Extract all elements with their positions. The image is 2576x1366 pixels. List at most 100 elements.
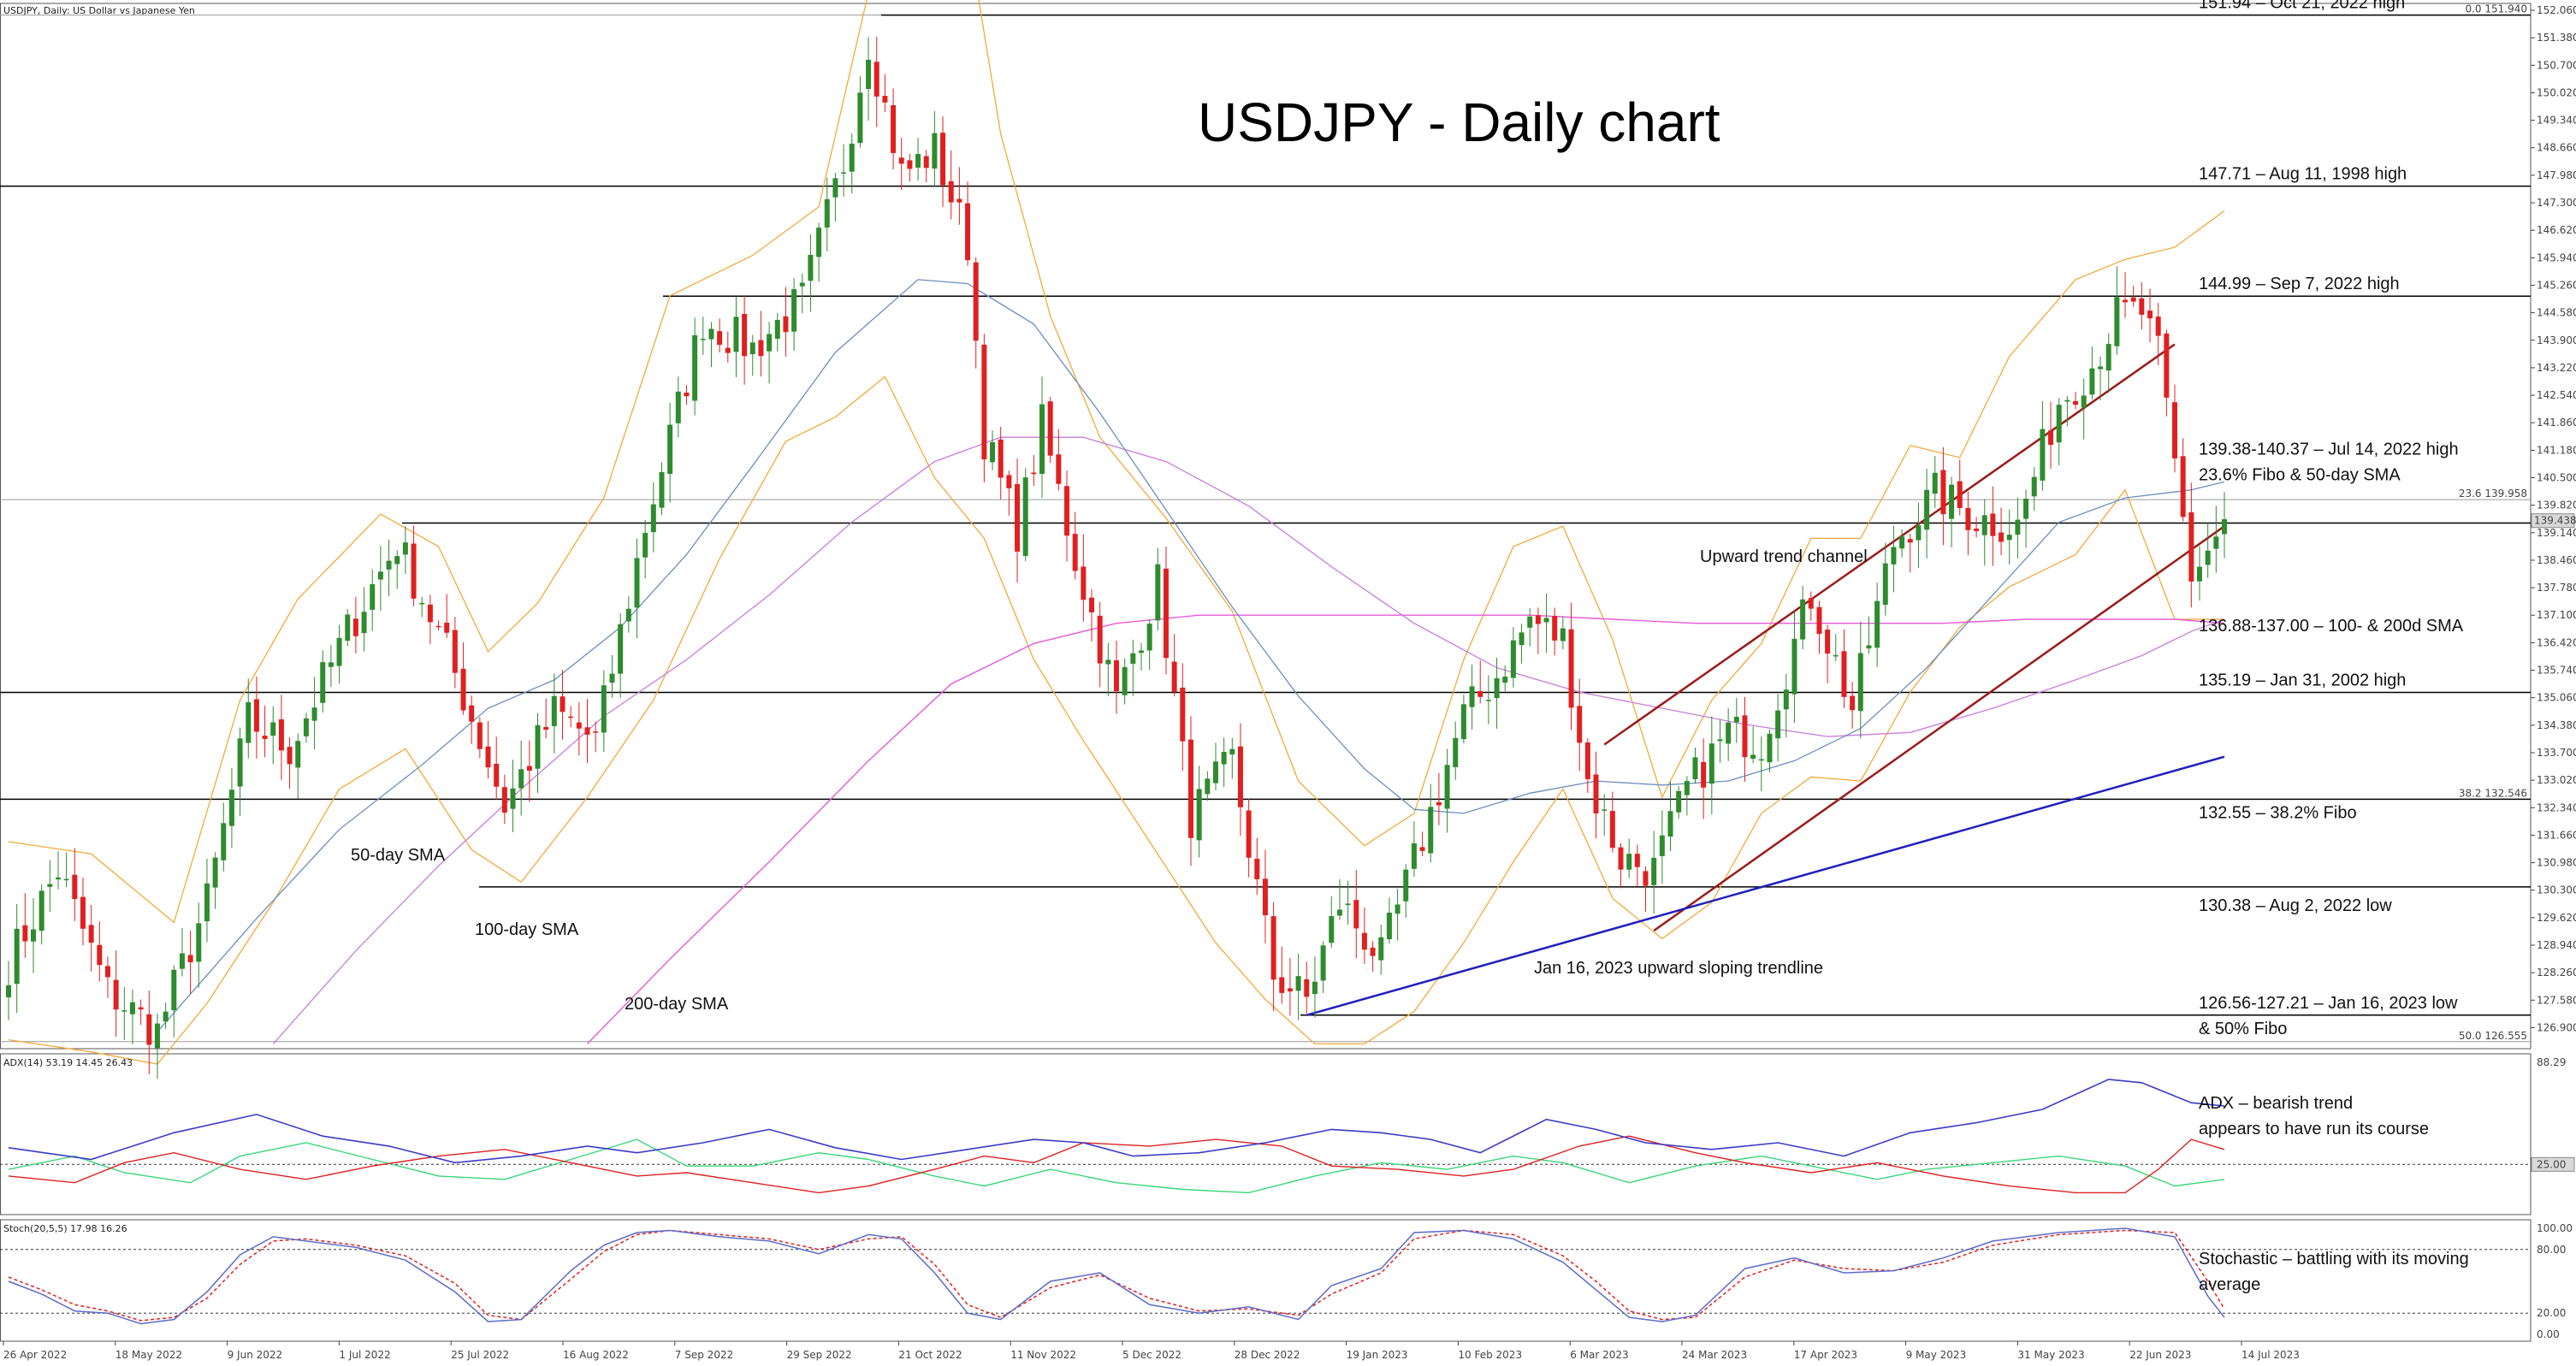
level-label: 151.94 – Oct 21, 2022 high: [2199, 0, 2405, 13]
candle-body: [1353, 900, 1359, 929]
y-tick-label: 147.980: [2537, 169, 2576, 181]
candle-body: [303, 718, 309, 736]
candle-body: [1717, 739, 1723, 742]
fibo-label: 23.6 139.958: [2459, 488, 2527, 500]
candle-body: [1850, 695, 1856, 711]
candle-body: [320, 662, 326, 703]
candle-body: [1444, 765, 1450, 809]
sma-level-label: 136.88-137.00 – 100- & 200d SMA: [2199, 617, 2464, 636]
candle-body: [2213, 536, 2219, 549]
x-tick-label: 17 Apr 2023: [1794, 1349, 1857, 1361]
candle-body: [1552, 616, 1558, 641]
candle-body: [873, 62, 879, 97]
candle-body: [907, 160, 913, 169]
candle-body: [560, 696, 566, 713]
candle-body: [956, 198, 962, 203]
candle-body: [1577, 706, 1583, 743]
candle-body: [1874, 600, 1880, 648]
candle-body: [526, 766, 532, 771]
candle-body: [1667, 811, 1673, 837]
y-tick-label: 144.580: [2537, 307, 2576, 319]
candle-body: [411, 543, 417, 599]
candle-body: [1543, 618, 1549, 623]
candle-body: [452, 630, 458, 673]
candle-body: [2048, 430, 2054, 446]
candle-body: [584, 727, 590, 735]
candle-body: [1345, 903, 1351, 906]
candle-body: [841, 172, 847, 174]
sma100-line: [272, 436, 2225, 1044]
candle-body: [1560, 628, 1566, 642]
candle-body: [849, 143, 855, 172]
candle-body: [1618, 847, 1624, 870]
price-panel: [0, 3, 2532, 1050]
candle-body: [1932, 472, 1938, 494]
candle-body: [97, 944, 103, 966]
current-price-tag: [2531, 513, 2575, 529]
candle-body: [1460, 704, 1466, 740]
candle-body: [1750, 754, 1756, 760]
candle-body: [1957, 481, 1963, 508]
candle-body: [1940, 470, 1946, 515]
candle-body: [1949, 484, 1955, 519]
candles: [6, 36, 2227, 1079]
candle-body: [2023, 499, 2029, 519]
candle-body: [1692, 757, 1698, 780]
candle-body: [138, 1007, 144, 1010]
y-tick-label: 137.100: [2537, 609, 2576, 621]
x-tick-label: 10 Feb 2023: [1458, 1349, 1522, 1361]
candle-body: [973, 262, 979, 341]
candle-body: [767, 334, 773, 352]
candle-body: [1502, 676, 1508, 683]
level-label: 144.99 – Sep 7, 2022 high: [2199, 275, 2400, 293]
candle-body: [146, 1014, 152, 1045]
candle-body: [990, 441, 996, 463]
adx-panel: [0, 1053, 2532, 1215]
x-tick-label: 19 Jan 2023: [1347, 1349, 1408, 1361]
x-tick-label: 18 May 2022: [115, 1349, 182, 1361]
y-tick-label: 131.660: [2537, 829, 2576, 841]
x-tick-label: 29 Sep 2022: [787, 1349, 852, 1361]
candle-body: [1708, 743, 1714, 784]
candle-body: [179, 953, 185, 969]
x-tick-label: 5 Dec 2022: [1122, 1349, 1181, 1361]
candle-body: [1015, 483, 1021, 552]
candle-body: [1568, 629, 1574, 708]
candle-body: [1899, 536, 1905, 549]
candle-body: [1626, 854, 1632, 870]
candle-body: [129, 1002, 135, 1014]
candle-body: [494, 763, 500, 787]
candle-body: [1593, 774, 1599, 813]
candle-body: [965, 203, 971, 261]
candle-body: [824, 198, 830, 228]
candle-body: [419, 602, 425, 605]
candle-body: [427, 604, 433, 623]
candle-body: [270, 722, 276, 736]
candle-body: [1246, 810, 1252, 858]
candle-body: [866, 59, 872, 90]
trendline: [1306, 755, 2225, 1017]
candle-body: [1436, 801, 1442, 806]
candle-body: [1237, 746, 1243, 807]
candle-body: [501, 787, 507, 813]
candle-body: [485, 746, 491, 768]
candle-body: [1403, 869, 1409, 902]
candle-body: [2205, 550, 2211, 565]
candle-body: [618, 624, 624, 674]
adx-level-tag: [2531, 1156, 2575, 1172]
stoch-tick-label: 100.00: [2537, 1222, 2573, 1234]
candle-body: [14, 928, 20, 985]
candle-body: [1031, 472, 1037, 475]
candle-body: [758, 340, 764, 357]
candle-body: [477, 722, 483, 749]
candle-body: [328, 662, 334, 667]
channel-upper: [1603, 343, 2176, 746]
channel-label: Upward trend channel: [1700, 547, 1868, 566]
candle-body: [2056, 405, 2062, 443]
candle-body: [1180, 687, 1186, 742]
stoch-note: Stochastic – battling with its moving: [2199, 1250, 2469, 1268]
candle-body: [1361, 932, 1367, 950]
candle-body: [2015, 519, 2021, 535]
level-label: 139.38-140.37 – Jul 14, 2022 high: [2199, 440, 2459, 458]
sma50-line: [157, 279, 2225, 1032]
